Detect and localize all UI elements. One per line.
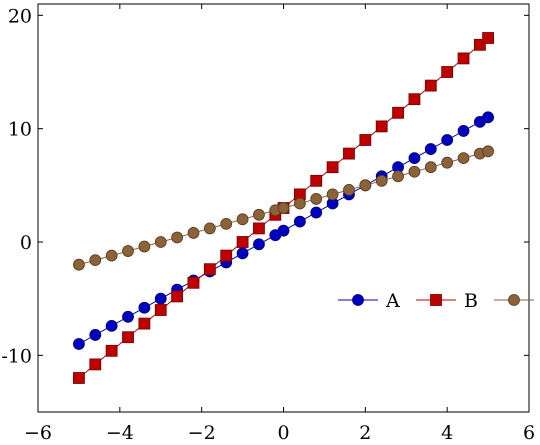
data-point [73, 258, 85, 271]
legend-label: A [385, 290, 400, 312]
data-point [326, 188, 339, 201]
x-tick-label: 2 [359, 422, 371, 444]
data-point [154, 304, 167, 316]
data-point [359, 179, 372, 192]
data-point [408, 165, 421, 178]
data-point [293, 197, 306, 210]
data-point [138, 317, 151, 330]
data-point [253, 222, 265, 235]
data-point [89, 358, 102, 371]
data-point [343, 183, 355, 196]
series-a [73, 111, 494, 350]
y-tick-label: 10 [8, 119, 32, 141]
data-point [236, 247, 249, 260]
x-tick-label: 6 [523, 422, 535, 444]
data-point [375, 120, 388, 133]
legend-marker [430, 294, 442, 306]
data-point [375, 174, 388, 187]
legend-label: B [464, 290, 478, 312]
legend-item: B [416, 290, 478, 312]
data-point [392, 170, 404, 183]
legend-item: A [338, 290, 400, 312]
legend-marker [508, 294, 520, 306]
x-tick-label: 0 [277, 422, 289, 444]
data-point [473, 38, 486, 51]
data-point [424, 79, 437, 92]
data-point [154, 236, 167, 248]
data-point [73, 372, 85, 384]
data-point [482, 111, 494, 124]
data-point [310, 206, 323, 219]
data-point [392, 106, 404, 119]
data-point [457, 152, 470, 165]
data-point [89, 329, 102, 341]
data-point [441, 156, 454, 169]
series-layer [73, 32, 494, 384]
data-point [293, 215, 306, 228]
data-point [138, 240, 151, 253]
data-point [122, 331, 134, 344]
axis-ticks: −6 −4 −2 0 2 4 6 -10 0 10 20 [1, 4, 535, 444]
data-point [187, 276, 200, 289]
data-point [105, 249, 118, 262]
data-point [171, 290, 184, 303]
y-tick-label: -10 [1, 345, 32, 367]
data-point [203, 263, 216, 276]
x-tick-label: 4 [441, 422, 453, 444]
data-point [73, 338, 85, 350]
data-point [277, 202, 290, 214]
data-point [171, 231, 184, 244]
data-point [138, 301, 151, 314]
data-point [424, 143, 437, 155]
x-tick-label: −6 [24, 422, 52, 444]
legend-marker [352, 294, 364, 306]
data-point [310, 174, 323, 187]
data-point [482, 32, 494, 44]
data-point [277, 224, 290, 237]
data-point [105, 344, 118, 357]
y-tick-label: 0 [20, 232, 32, 254]
x-tick-label: −2 [188, 422, 216, 444]
y-tick-label: 20 [8, 5, 32, 27]
data-point [105, 319, 118, 332]
data-point [408, 152, 421, 165]
data-point [441, 66, 454, 78]
data-point [457, 125, 470, 137]
data-point [424, 161, 437, 174]
legend-item [494, 294, 534, 306]
series-b [73, 32, 494, 384]
data-point [236, 213, 249, 226]
data-point [408, 93, 421, 106]
data-point [187, 227, 200, 239]
data-point [220, 217, 233, 230]
series-c [73, 145, 494, 271]
data-point [203, 222, 216, 235]
data-point [253, 238, 265, 251]
data-point [482, 145, 494, 158]
data-point [457, 52, 470, 65]
data-point [220, 249, 233, 262]
data-point [343, 147, 355, 160]
data-point [89, 254, 102, 267]
data-point [154, 292, 167, 305]
data-point [441, 134, 454, 146]
x-tick-label: −4 [106, 422, 134, 444]
data-point [122, 310, 134, 323]
data-point [310, 193, 323, 205]
data-point [359, 134, 372, 146]
data-point [236, 236, 249, 248]
data-point [253, 208, 265, 221]
data-point [326, 161, 339, 174]
data-point [122, 245, 134, 257]
